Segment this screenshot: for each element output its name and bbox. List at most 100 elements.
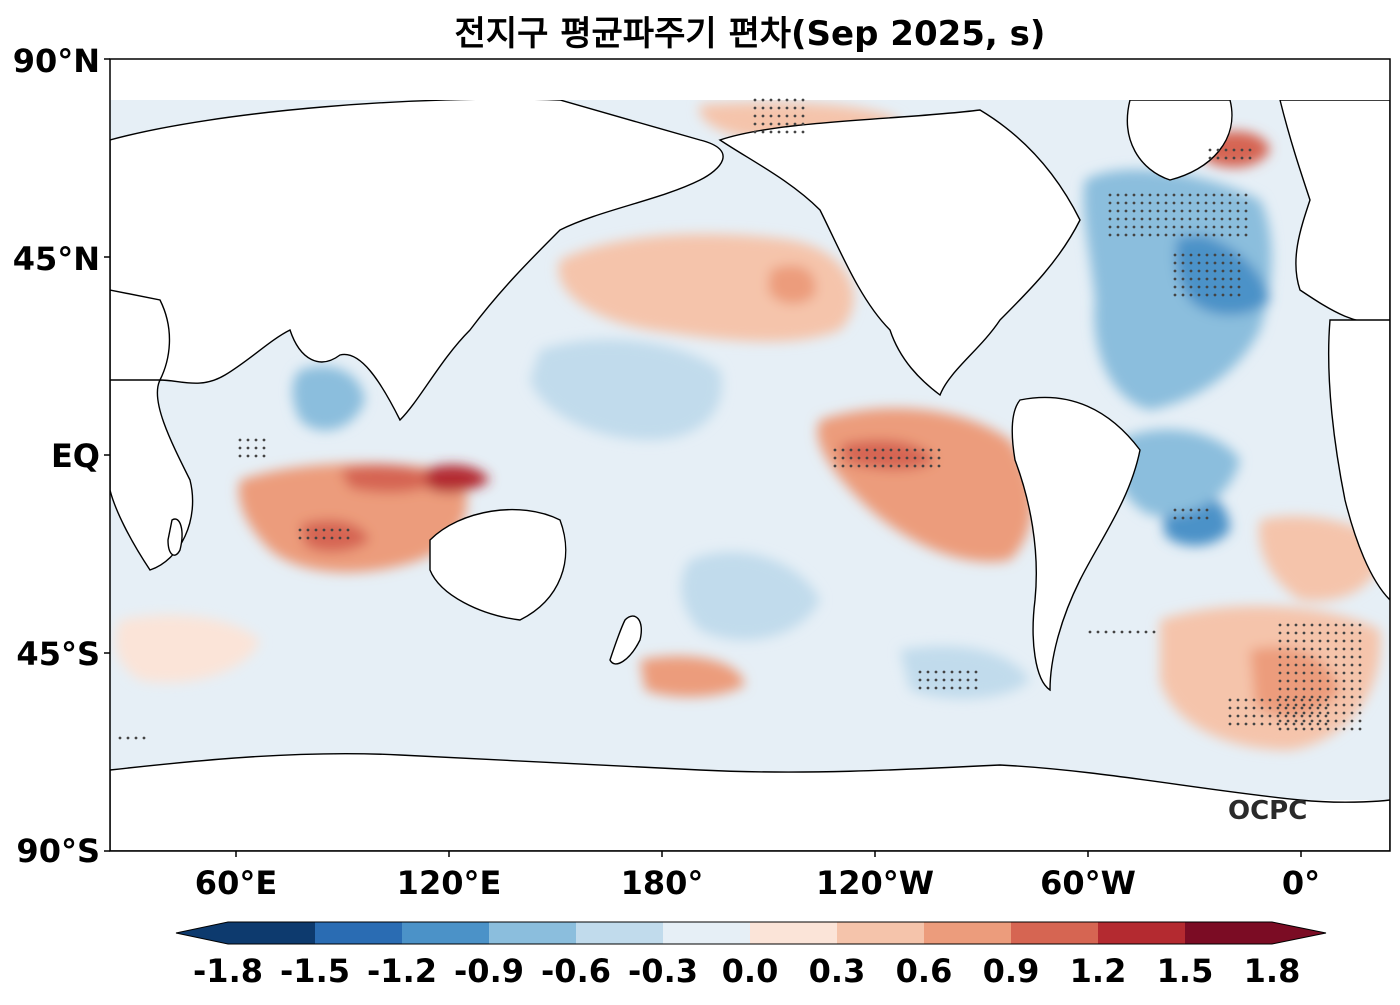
stipple-dot bbox=[1300, 714, 1304, 718]
stipple-dot bbox=[1212, 193, 1216, 197]
stipple-dot bbox=[857, 456, 861, 460]
stipple-dot bbox=[833, 448, 837, 452]
stipple-dot bbox=[1220, 193, 1224, 197]
stipple-dot bbox=[1324, 698, 1328, 702]
stipple-dot bbox=[1116, 201, 1120, 205]
stipple-dot bbox=[322, 528, 326, 532]
antarctica-landmass bbox=[110, 752, 1390, 851]
stipple-dot bbox=[1326, 703, 1330, 707]
stipple-dot bbox=[1132, 217, 1136, 221]
stipple-dot bbox=[1278, 679, 1282, 683]
stipple-dot bbox=[1350, 647, 1354, 651]
stipple-dot bbox=[1136, 630, 1140, 634]
stipple-dot bbox=[1302, 687, 1306, 691]
stipple-dot bbox=[1334, 679, 1338, 683]
stipple-dot bbox=[1284, 706, 1288, 710]
stipple-dot bbox=[1286, 671, 1290, 675]
stipple-dot bbox=[873, 464, 877, 468]
stipple-dot bbox=[1173, 508, 1177, 512]
stipple-dot bbox=[1334, 727, 1338, 731]
stipple-dot bbox=[769, 122, 773, 126]
stipple-dot bbox=[1204, 217, 1208, 221]
stipple-dot bbox=[1124, 193, 1128, 197]
stipple-dot bbox=[1148, 209, 1152, 213]
stipple-dot bbox=[1244, 193, 1248, 197]
stipple-dot bbox=[298, 536, 302, 540]
stipple-dot bbox=[1228, 217, 1232, 221]
north-america-landmass bbox=[718, 109, 1081, 397]
stipple-dot bbox=[1140, 209, 1144, 213]
stipple-dot bbox=[1205, 293, 1209, 297]
stipple-dot bbox=[950, 678, 954, 682]
stipple-dot bbox=[1324, 714, 1328, 718]
stipple-dot bbox=[1205, 269, 1209, 273]
colorbar-swatch bbox=[837, 922, 925, 944]
stipple-dot bbox=[1164, 193, 1168, 197]
stipple-dot bbox=[1181, 261, 1185, 265]
ocpc-logo: OCPC bbox=[1228, 796, 1308, 826]
axis-ticks bbox=[104, 58, 1302, 857]
stipple-dot bbox=[1148, 193, 1152, 197]
stipple-dot bbox=[777, 98, 781, 102]
stipple-dot bbox=[1318, 623, 1322, 627]
region-java-pos bbox=[340, 464, 440, 493]
colorbar-tick: 1.2 bbox=[1069, 952, 1127, 990]
stipple-dot bbox=[761, 122, 765, 126]
stipple-dot bbox=[833, 464, 837, 468]
stipple-dot bbox=[905, 448, 909, 452]
stipple-dot bbox=[1294, 671, 1298, 675]
eurasia-africa-landmass bbox=[110, 98, 724, 571]
stipple-dot bbox=[777, 114, 781, 118]
stipple-dot bbox=[1244, 706, 1248, 710]
stipple-dot bbox=[1334, 631, 1338, 635]
stipple-dot bbox=[801, 130, 805, 134]
stipple-dot bbox=[1116, 193, 1120, 197]
stipple-dot bbox=[1228, 698, 1232, 702]
stipple-dot bbox=[897, 456, 901, 460]
stipple-dot bbox=[1180, 193, 1184, 197]
lon-label-120w: 120°W bbox=[815, 864, 935, 902]
stipple-dot bbox=[881, 464, 885, 468]
stipple-dot bbox=[857, 448, 861, 452]
stipple-dot bbox=[1220, 201, 1224, 205]
stipple-dot bbox=[1189, 261, 1193, 265]
stipple-dot bbox=[1294, 631, 1298, 635]
stipple-dot bbox=[966, 686, 970, 690]
stipple-dot bbox=[1276, 722, 1280, 726]
stipple-dot bbox=[958, 678, 962, 682]
stipple-dot bbox=[1088, 630, 1092, 634]
stipple-dot bbox=[1229, 269, 1233, 273]
stipple-dot bbox=[1278, 647, 1282, 651]
stipple-dot bbox=[1212, 217, 1216, 221]
stipple-dot bbox=[1294, 639, 1298, 643]
stipple-dot bbox=[1278, 655, 1282, 659]
stipple-dot bbox=[785, 98, 789, 102]
colorbar-extend-min bbox=[176, 922, 228, 944]
stipple-dot bbox=[793, 114, 797, 118]
stipple-dot bbox=[1236, 201, 1240, 205]
stipple-dot bbox=[913, 464, 917, 468]
stipple-dot bbox=[1197, 285, 1201, 289]
stipple-dot bbox=[1310, 719, 1314, 723]
stipple-dot bbox=[314, 528, 318, 532]
stipple-dot bbox=[1104, 630, 1108, 634]
stipple-dot bbox=[1334, 663, 1338, 667]
stipple-dot bbox=[1208, 148, 1212, 152]
stipple-dot bbox=[1197, 508, 1201, 512]
stipple-dot bbox=[793, 98, 797, 102]
stipple-dot bbox=[1180, 225, 1184, 229]
new-zealand-landmass bbox=[609, 615, 642, 665]
stipple-dot bbox=[1181, 508, 1185, 512]
stipple-dot bbox=[1342, 639, 1346, 643]
lon-label-60w: 60°W bbox=[1040, 864, 1136, 902]
colorbar-swatch bbox=[1011, 922, 1099, 944]
south-america-landmass bbox=[1011, 396, 1141, 692]
stipple-dot bbox=[1294, 711, 1298, 715]
stipple-dot bbox=[246, 438, 250, 442]
stipple-dot bbox=[1278, 631, 1282, 635]
stipple-dot bbox=[897, 464, 901, 468]
stipple-dot bbox=[1116, 233, 1120, 237]
stipple-dot bbox=[958, 686, 962, 690]
stipple-dot bbox=[238, 438, 242, 442]
stipple-dot bbox=[238, 446, 242, 450]
